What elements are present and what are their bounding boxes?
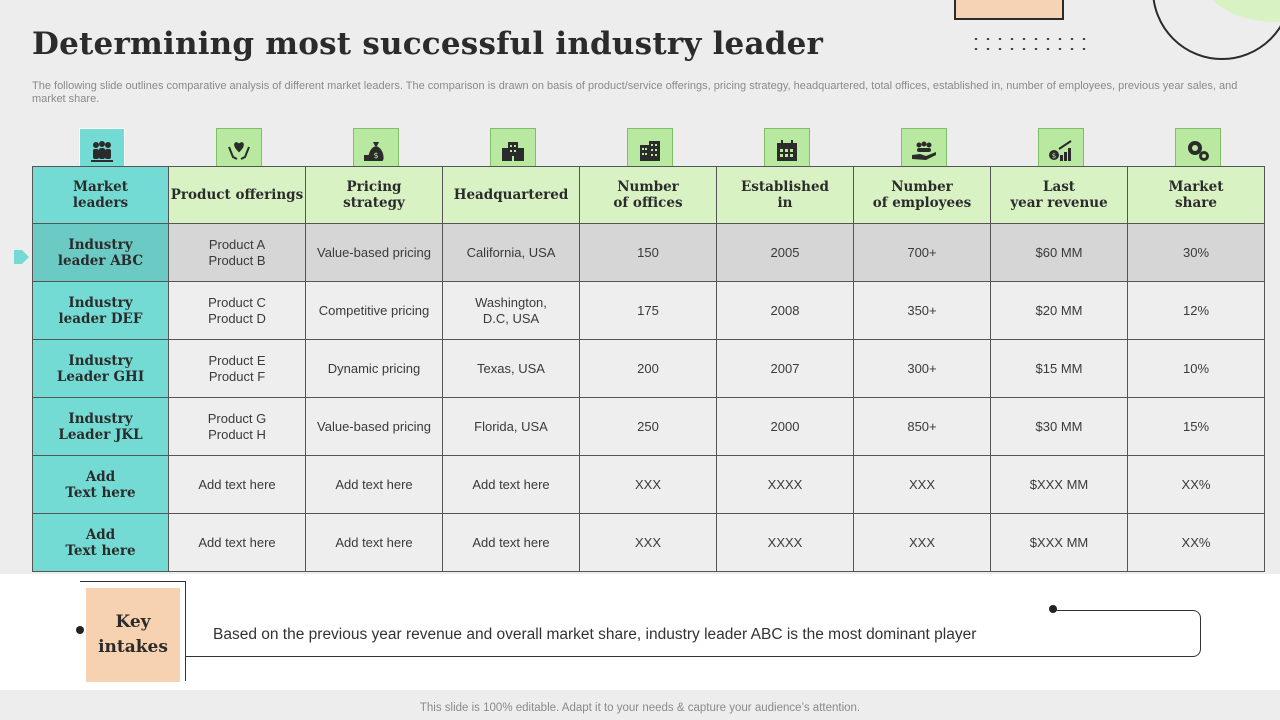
row-leader-name: Add Text here (32, 456, 169, 514)
table-cell: XXX (580, 514, 717, 572)
table-cell: Value-based pricing (306, 398, 443, 456)
row-leader-name: Industry leader ABC (32, 224, 169, 282)
table-cell: XXXX (717, 514, 854, 572)
row-leader-name: Add Text here (32, 514, 169, 572)
footer-note: This slide is 100% editable. Adapt it to… (419, 702, 861, 714)
table-cell: $15 MM (991, 340, 1128, 398)
slide-subtitle: The following slide outlines comparative… (32, 80, 1238, 105)
row-leader-name: Industry Leader GHI (32, 340, 169, 398)
connector-dot (1049, 605, 1057, 613)
table-cell: 250 (580, 398, 717, 456)
table-cell: Add text here (443, 456, 580, 514)
table-cell: $XXX MM (991, 514, 1128, 572)
table-cell: XX% (1128, 456, 1265, 514)
table-cell: California, USA (443, 224, 580, 282)
header-headquartered: Headquartered (443, 166, 580, 224)
table-cell: XXXX (717, 456, 854, 514)
comparison-table: Market leaders Product offerings Pricing… (32, 166, 1266, 572)
table-cell: Add text here (169, 514, 306, 572)
header-established-in: Established in (717, 166, 854, 224)
header-market-leaders: Market leaders (32, 166, 169, 224)
table-cell: 200 (580, 340, 717, 398)
table-cell: $20 MM (991, 282, 1128, 340)
row-leader-name: Industry leader DEF (32, 282, 169, 340)
table-cell: 350+ (854, 282, 991, 340)
table-cell: Add text here (169, 456, 306, 514)
table-cell: 30% (1128, 224, 1265, 282)
svg-text:$: $ (1052, 152, 1056, 160)
table-cell: Florida, USA (443, 398, 580, 456)
decorative-rectangle (954, 0, 1064, 20)
header-pricing-strategy: Pricing strategy (306, 166, 443, 224)
table-cell: Value-based pricing (306, 224, 443, 282)
table-cell: Product C Product D (169, 282, 306, 340)
header-product-offerings: Product offerings (169, 166, 306, 224)
decorative-dot-grid (970, 34, 1090, 58)
table-cell: 2007 (717, 340, 854, 398)
table-cell: Product G Product H (169, 398, 306, 456)
table-cell: 2000 (717, 398, 854, 456)
key-intakes-frame-gap (186, 606, 1052, 612)
table-cell: Texas, USA (443, 340, 580, 398)
header-number-of-employees: Number of employees (854, 166, 991, 224)
header-last-year-revenue: Last year revenue (991, 166, 1128, 224)
table-cell: 700+ (854, 224, 991, 282)
table-cell: Washington, D.C, USA (443, 282, 580, 340)
table-cell: $XXX MM (991, 456, 1128, 514)
row-leader-name: Industry Leader JKL (32, 398, 169, 456)
table-cell: 12% (1128, 282, 1265, 340)
slide-title: Determining most successful industry lea… (32, 26, 824, 62)
table-cell: $60 MM (991, 224, 1128, 282)
table-cell: Competitive pricing (306, 282, 443, 340)
table-cell: XX% (1128, 514, 1265, 572)
connector-dot (76, 626, 84, 634)
table-cell: $30 MM (991, 398, 1128, 456)
table-cell: 2005 (717, 224, 854, 282)
table-cell: 300+ (854, 340, 991, 398)
table-cell: Dynamic pricing (306, 340, 443, 398)
key-intakes-band (0, 574, 1280, 690)
table-cell: XXX (580, 456, 717, 514)
key-intakes-outline (80, 581, 186, 681)
key-intakes-label: Key intakes (86, 588, 180, 682)
svg-text:$: $ (373, 151, 378, 160)
table-cell: 850+ (854, 398, 991, 456)
table-cell: XXX (854, 456, 991, 514)
table-cell: Add text here (443, 514, 580, 572)
header-number-of-offices: Number of offices (580, 166, 717, 224)
table-cell: Product E Product F (169, 340, 306, 398)
table-cell: 175 (580, 282, 717, 340)
table-cell: 2008 (717, 282, 854, 340)
key-intakes-text: Based on the previous year revenue and o… (213, 626, 977, 643)
row-pointer-icon (12, 248, 30, 266)
header-market-share: Market share (1128, 166, 1265, 224)
table-cell: 150 (580, 224, 717, 282)
table-cell: XXX (854, 514, 991, 572)
table-cell: Add text here (306, 514, 443, 572)
table-cell: Product A Product B (169, 224, 306, 282)
table-cell: 10% (1128, 340, 1265, 398)
table-cell: Add text here (306, 456, 443, 514)
decorative-circle (1152, 0, 1280, 60)
table-cell: 15% (1128, 398, 1265, 456)
